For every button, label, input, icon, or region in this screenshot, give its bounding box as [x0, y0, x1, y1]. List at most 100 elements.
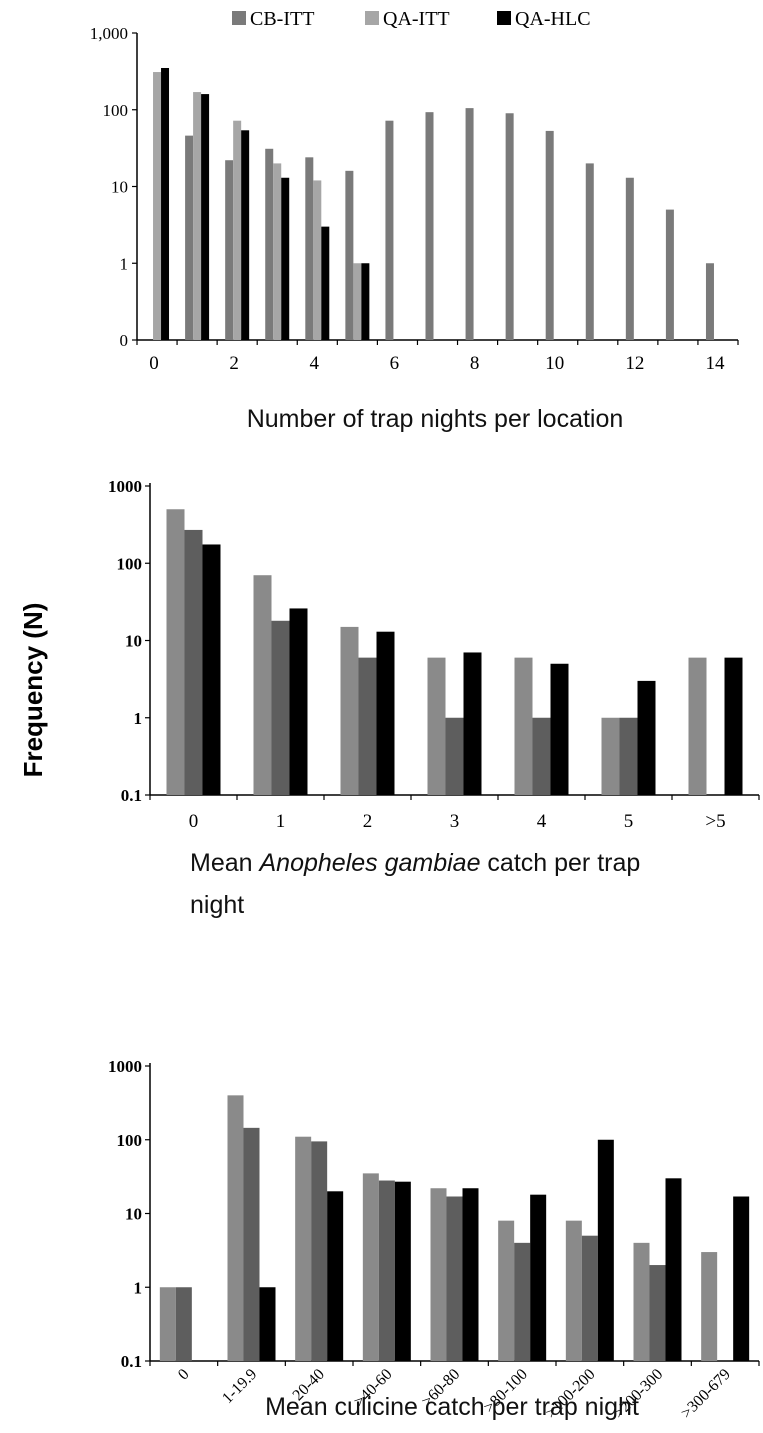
- x-tick-label-2: 2: [363, 811, 373, 832]
- bar-qa-itt-4: [313, 180, 322, 340]
- bar-cb-itt-2: [225, 160, 234, 340]
- bar-cb-itt-14: [705, 263, 714, 340]
- bar-series3-300-679: [733, 1196, 750, 1361]
- bar-series2-20-40: [311, 1141, 328, 1361]
- bar-qa-itt-1: [193, 92, 202, 340]
- bar-series1-2: [340, 626, 359, 795]
- y-tick-label-100: 100: [103, 101, 129, 120]
- bar-cb-itt-11: [585, 163, 594, 340]
- legend-swatch-qa-itt: [365, 11, 379, 25]
- bar-series1-1: [253, 575, 272, 795]
- y-tick-label-0: 0: [120, 331, 129, 350]
- bar-series1-0: [159, 1287, 176, 1361]
- bar-series3-3: [463, 652, 482, 795]
- legend-label-qa-itt: QA-ITT: [383, 8, 450, 30]
- y-tick-label-1-000: 1,000: [90, 24, 128, 43]
- bar-series3-2: [376, 631, 395, 795]
- y-tick-label-1000: 1000: [108, 477, 142, 496]
- bar-series1-20-40: [295, 1136, 312, 1361]
- bar-cb-itt-9: [505, 113, 514, 340]
- bar-series2-1: [271, 620, 290, 795]
- bar-series2-40-60: [378, 1180, 395, 1361]
- bar-qa-hlc-3: [281, 177, 290, 340]
- x-tick-label-5: 5: [624, 811, 634, 832]
- legend: CB-ITT QA-ITT QA-HLC: [232, 8, 591, 30]
- legend-swatch-cb-itt: [232, 11, 246, 25]
- x-tick-label-8: 8: [470, 353, 480, 374]
- bar-cb-itt-1: [185, 135, 194, 340]
- bar-series1-60-80: [430, 1188, 447, 1361]
- bar-series1-200-300: [633, 1242, 650, 1361]
- y-tick-label-10: 10: [111, 178, 128, 197]
- bar-series2-60-80: [446, 1196, 463, 1361]
- x-tick-label-12: 12: [625, 353, 644, 374]
- x-axis-label-anopheles-part2: catch per trap: [480, 849, 640, 877]
- y-tick-label-10: 10: [125, 1205, 142, 1224]
- bar-series3-4: [550, 663, 569, 795]
- bar-series3-5: [637, 680, 656, 795]
- x-axis-label-anopheles-species: Anopheles gambiae: [257, 849, 480, 877]
- y-tick-label-1: 1: [134, 1278, 143, 1297]
- y-tick-label-1000: 1000: [108, 1057, 142, 1076]
- bar-series2-3: [445, 717, 464, 795]
- y-tick-label-0-1: 0.1: [121, 1352, 142, 1371]
- bar-qa-hlc-5: [361, 263, 370, 340]
- x-axis-label-anopheles-part1: Mean: [190, 849, 259, 877]
- bar-series1-40-60: [362, 1173, 379, 1361]
- bar-series3-0: [202, 544, 221, 795]
- bar-series3-80-100: [530, 1194, 547, 1361]
- bar-cb-itt-12: [625, 177, 634, 340]
- legend-label-qa-hlc: QA-HLC: [515, 8, 591, 30]
- bar-qa-hlc-2: [241, 130, 250, 340]
- x-tick-label-1-19-9: 1-19.9: [219, 1366, 260, 1407]
- bar-series1-0: [166, 509, 185, 795]
- bar-series1-100-200: [565, 1220, 582, 1361]
- bar-cb-itt-5: [345, 170, 354, 340]
- x-tick-label-300-679: >300-679: [678, 1366, 734, 1422]
- x-tick-label-3: 3: [450, 811, 460, 832]
- x-tick-label-4: 4: [537, 811, 547, 832]
- bar-cb-itt-6: [385, 120, 394, 340]
- bar-qa-itt-2: [233, 120, 242, 340]
- bar-qa-hlc-0: [161, 67, 170, 341]
- bar-series2-5: [619, 717, 638, 795]
- x-tick-label-0: 0: [149, 353, 159, 374]
- x-axis-label-trap-nights: Number of trap nights per location: [247, 405, 624, 433]
- bar-series3-100-200: [597, 1139, 614, 1361]
- bar-qa-itt-0: [153, 72, 162, 340]
- bar-qa-hlc-1: [201, 94, 210, 340]
- bar-qa-itt-3: [273, 163, 282, 340]
- bar-series2-4: [532, 717, 551, 795]
- bar-series3-1: [289, 608, 308, 795]
- bar-cb-itt-10: [545, 130, 554, 340]
- bar-series1-80-100: [498, 1220, 515, 1361]
- bar-qa-hlc-4: [321, 226, 330, 340]
- y-tick-label-10: 10: [125, 632, 142, 651]
- bar-series1-3: [427, 657, 446, 795]
- y-tick-label-1: 1: [120, 254, 129, 273]
- x-tick-label-4: 4: [310, 353, 320, 374]
- bar-cb-itt-4: [305, 157, 314, 340]
- x-tick-label-6: 6: [390, 353, 400, 374]
- chart-trap-nights: 0 1 10 100 1,000 0 2 4 6 8 10 12 14: [90, 24, 739, 374]
- x-tick-label-0: 0: [189, 811, 199, 832]
- bar-series3-200-300: [665, 1178, 682, 1361]
- bar-series2-100-200: [581, 1235, 598, 1361]
- y-tick-label-1: 1: [134, 709, 143, 728]
- x-axis-label-anopheles: Mean Anopheles gambiae catch per trap: [190, 849, 640, 877]
- bar-cb-itt-3: [265, 148, 274, 340]
- x-tick-label-2: 2: [229, 353, 239, 374]
- bar-cb-itt-8: [465, 108, 474, 340]
- bar-series3-20-40: [327, 1191, 344, 1361]
- y-axis-label: Frequency (N): [18, 603, 48, 778]
- y-tick-label-100: 100: [117, 1131, 143, 1150]
- bar-series2-0: [184, 529, 203, 795]
- x-axis-label-anopheles-line2: night: [190, 891, 244, 919]
- bar-series3-60-80: [462, 1188, 479, 1361]
- bar-series1-5: [601, 717, 620, 795]
- bar-cb-itt-13: [665, 209, 674, 340]
- x-tick-label-0: 0: [175, 1366, 193, 1384]
- legend-label-cb-itt: CB-ITT: [250, 8, 314, 30]
